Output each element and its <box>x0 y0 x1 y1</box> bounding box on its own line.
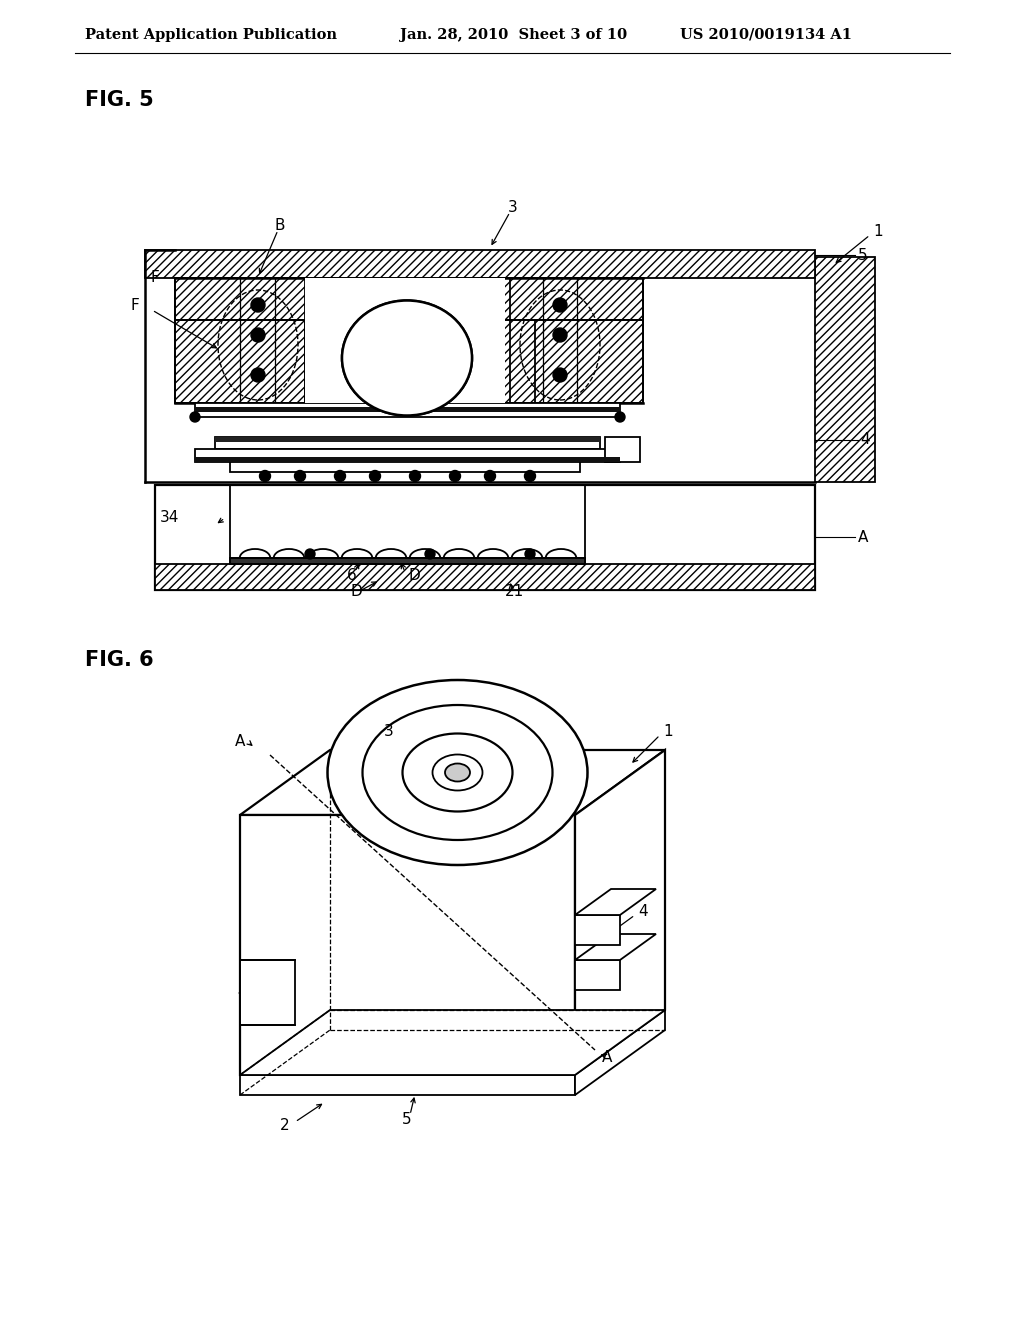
Circle shape <box>425 549 435 558</box>
Bar <box>195 457 620 462</box>
Circle shape <box>251 327 265 342</box>
Text: 5: 5 <box>858 248 867 263</box>
Bar <box>175 279 340 319</box>
Text: D: D <box>350 585 361 599</box>
Bar <box>195 403 620 417</box>
Bar <box>478 279 643 403</box>
Bar <box>500 279 643 319</box>
Circle shape <box>484 470 496 482</box>
Polygon shape <box>240 750 665 814</box>
Bar <box>195 407 620 412</box>
Circle shape <box>525 549 535 558</box>
Bar <box>305 279 505 403</box>
Bar <box>145 249 815 279</box>
Ellipse shape <box>342 301 472 416</box>
Bar <box>175 279 340 403</box>
Circle shape <box>553 327 567 342</box>
Text: 2: 2 <box>280 1118 290 1134</box>
Circle shape <box>251 368 265 381</box>
Polygon shape <box>575 935 656 960</box>
Text: D: D <box>408 569 420 583</box>
Text: 4: 4 <box>860 433 869 447</box>
Polygon shape <box>575 960 620 990</box>
Circle shape <box>524 470 536 482</box>
Bar <box>195 449 620 462</box>
Circle shape <box>305 549 315 558</box>
Bar <box>605 437 640 462</box>
Polygon shape <box>575 888 656 915</box>
Bar <box>240 960 295 1026</box>
Polygon shape <box>240 814 575 1074</box>
Text: F: F <box>150 269 159 285</box>
Ellipse shape <box>445 763 470 781</box>
Polygon shape <box>575 1010 665 1096</box>
Bar <box>155 564 815 590</box>
Bar <box>230 462 580 473</box>
Ellipse shape <box>328 680 588 865</box>
Bar <box>535 319 643 403</box>
Circle shape <box>251 298 265 312</box>
Circle shape <box>295 470 305 482</box>
Text: Patent Application Publication: Patent Application Publication <box>85 28 337 42</box>
Bar <box>815 257 874 482</box>
Bar <box>155 484 815 590</box>
Polygon shape <box>575 915 620 945</box>
Text: 1: 1 <box>663 723 673 738</box>
Text: Jan. 28, 2010  Sheet 3 of 10: Jan. 28, 2010 Sheet 3 of 10 <box>400 28 627 42</box>
Ellipse shape <box>402 734 512 812</box>
Text: 5: 5 <box>402 1113 412 1127</box>
Circle shape <box>335 470 345 482</box>
Text: A: A <box>602 1049 612 1064</box>
Polygon shape <box>240 1074 575 1096</box>
Polygon shape <box>575 750 665 1074</box>
Text: 6: 6 <box>347 569 356 583</box>
Text: A: A <box>234 734 246 750</box>
Text: B: B <box>275 219 286 234</box>
Circle shape <box>190 412 200 422</box>
Circle shape <box>553 298 567 312</box>
Text: 21: 21 <box>505 585 524 599</box>
Bar <box>230 558 585 564</box>
Text: A: A <box>858 529 868 544</box>
Text: 3: 3 <box>508 201 518 215</box>
Text: 4: 4 <box>638 904 647 920</box>
Text: 1: 1 <box>873 224 883 239</box>
Text: FIG. 5: FIG. 5 <box>85 90 154 110</box>
Circle shape <box>615 412 625 422</box>
Bar <box>175 319 305 403</box>
Text: FIG. 6: FIG. 6 <box>85 649 154 671</box>
Text: 3: 3 <box>384 725 394 739</box>
Text: US 2010/0019134 A1: US 2010/0019134 A1 <box>680 28 852 42</box>
Circle shape <box>410 470 421 482</box>
Ellipse shape <box>342 301 472 416</box>
Circle shape <box>450 470 461 482</box>
Circle shape <box>553 368 567 381</box>
Ellipse shape <box>362 705 553 840</box>
Circle shape <box>259 470 270 482</box>
Text: 34: 34 <box>160 511 179 525</box>
Circle shape <box>370 470 381 482</box>
Text: F: F <box>130 298 138 314</box>
Ellipse shape <box>432 755 482 791</box>
Bar <box>215 437 600 449</box>
Polygon shape <box>240 1010 665 1074</box>
Bar <box>215 437 600 442</box>
